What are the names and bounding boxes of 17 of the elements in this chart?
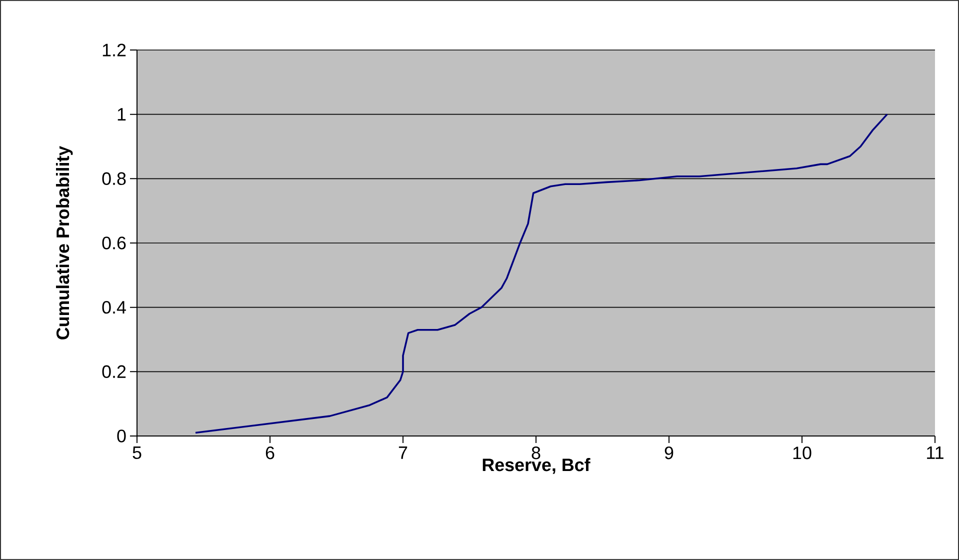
- line-series: [194, 113, 888, 434]
- y-tick-label: 0.6: [102, 236, 126, 250]
- y-tick-label: 0.2: [102, 365, 126, 378]
- y-tick-label: 0: [117, 430, 126, 442]
- y-axis-title: Cumulative Probability: [56, 146, 73, 340]
- x-tick-label: 11: [927, 446, 944, 459]
- y-tick-label: 0.4: [102, 300, 126, 314]
- x-axis-title: Reserve, Bcf: [482, 458, 590, 474]
- x-tick-label: 5: [132, 446, 142, 460]
- x-tick-label: 7: [398, 446, 408, 459]
- x-tick-label: 10: [793, 446, 812, 460]
- x-tick-label: 9: [664, 446, 674, 460]
- y-tick-label: 1: [118, 108, 126, 120]
- x-tick-label: 8: [532, 446, 540, 460]
- x-tick-label: 6: [266, 446, 274, 460]
- y-tick-label: 0.8: [102, 172, 126, 186]
- y-tick-label: 1.2: [102, 44, 126, 56]
